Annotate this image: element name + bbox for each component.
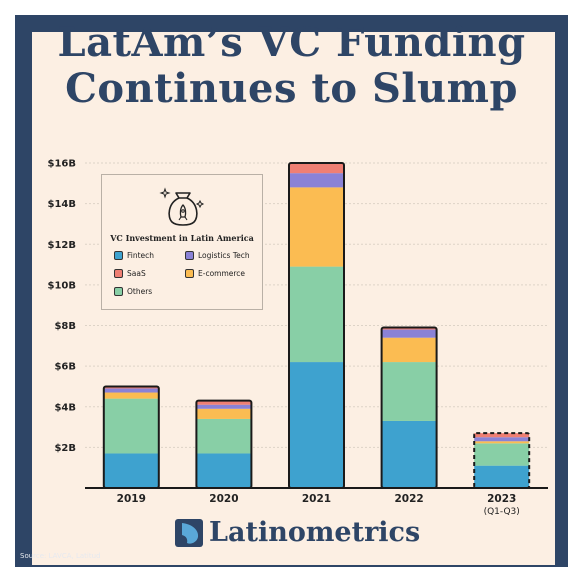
bar-segment-logistics-tech xyxy=(289,173,344,188)
legend-label-fintech: Fintech xyxy=(127,251,155,260)
legend-swatch-ecommerce xyxy=(185,269,194,278)
bar-segment-others xyxy=(289,266,344,363)
legend: VC Investment in Latin America Fintech L… xyxy=(101,174,263,310)
bar-segment-others xyxy=(196,418,252,454)
bar-segment-logistics-tech xyxy=(196,404,252,409)
legend-label-others: Others xyxy=(127,287,153,296)
latinometrics-logo-icon xyxy=(175,518,203,547)
bar-segment-others xyxy=(103,398,159,454)
legend-label-saas: SaaS xyxy=(127,269,146,278)
y-tick-label: $6B xyxy=(54,362,76,373)
bar-segment-logistics-tech xyxy=(381,329,437,338)
x-tick-label: 2020 xyxy=(209,493,238,505)
legend-swatch-fintech xyxy=(114,251,123,260)
bar-segment-saas xyxy=(289,163,344,174)
bar-segment-e-commerce xyxy=(381,337,437,363)
bar-segment-saas xyxy=(196,400,252,405)
brand: Latinometrics xyxy=(174,517,420,548)
bar-segment-fintech xyxy=(196,453,252,488)
chart-title: LatAm’s VC Funding Continues to Slump xyxy=(0,20,583,112)
y-tick-label: $14B xyxy=(48,199,77,210)
x-tick-label: 2023 xyxy=(487,493,516,505)
legend-swatch-saas xyxy=(114,269,123,278)
x-tick-label: 2022 xyxy=(394,493,423,505)
bar-segment-fintech xyxy=(381,420,437,488)
y-tick-label: $12B xyxy=(48,240,77,251)
legend-item-saas: SaaS xyxy=(114,269,146,278)
bar-segment-e-commerce xyxy=(474,441,530,444)
bar-segment-logistics-tech xyxy=(474,437,530,442)
legend-swatch-logistics-tech xyxy=(185,251,194,260)
legend-item-others: Others xyxy=(114,287,152,296)
bar-segment-e-commerce xyxy=(289,187,344,267)
title-line-2: Continues to Slump xyxy=(65,65,518,112)
y-tick-label: $4B xyxy=(54,402,76,413)
bar-segment-fintech xyxy=(103,453,159,488)
bar-segment-fintech xyxy=(474,465,530,488)
bar-segment-saas xyxy=(103,386,159,389)
x-tick-label: 2021 xyxy=(302,493,331,505)
x-tick-label: 2019 xyxy=(117,493,146,505)
legend-title: VC Investment in Latin America xyxy=(110,233,254,243)
y-tick-label: $8B xyxy=(54,321,76,332)
bar-segment-others xyxy=(474,443,530,466)
legend-item-fintech: Fintech xyxy=(114,251,154,260)
legend-swatch-others xyxy=(114,287,123,296)
y-tick-label: $10B xyxy=(48,280,77,291)
y-tick-label: $16B xyxy=(48,159,77,170)
bar-segment-others xyxy=(381,362,437,421)
bar-segment-e-commerce xyxy=(196,408,252,419)
bar-segment-saas xyxy=(474,433,530,438)
source-note: Source: LAVCA, Latitud xyxy=(20,552,101,560)
title-line-1: LatAm’s VC Funding xyxy=(57,19,526,66)
bar-segment-saas xyxy=(381,327,437,330)
legend-label-ecommerce: E-commerce xyxy=(198,269,246,278)
money-bag-rocket-icon xyxy=(159,187,205,226)
y-tick-label: $2B xyxy=(54,443,76,454)
legend-label-logistics-tech: Logistics Tech xyxy=(198,251,250,260)
brand-name: Latinometrics xyxy=(209,517,421,548)
bar-segment-e-commerce xyxy=(103,392,159,399)
bar-segment-fintech xyxy=(289,362,344,488)
x-tick-sublabel: (Q1-Q3) xyxy=(484,507,520,517)
bar-segment-logistics-tech xyxy=(103,388,159,393)
legend-item-logistics-tech: Logistics Tech xyxy=(185,251,250,260)
legend-item-ecommerce: E-commerce xyxy=(185,269,245,278)
